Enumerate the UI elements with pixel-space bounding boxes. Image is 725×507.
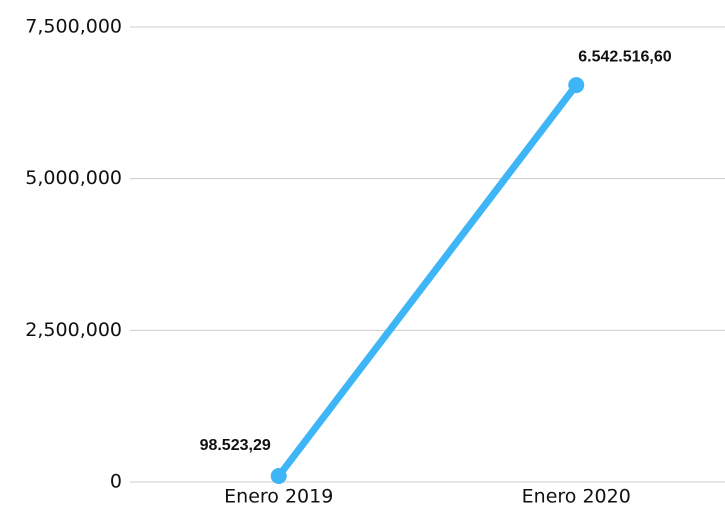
line [275,81,580,480]
x-tick-label: Enero 2019 [224,486,333,507]
value-label: 98.523,29 [200,437,271,454]
y-tick-label: 2,500,000 [25,319,122,341]
y-tick-label: 0 [110,471,122,493]
y-tick-label: 7,500,000 [25,16,122,38]
y-tick-label: 5,000,000 [25,167,122,189]
point [270,468,287,485]
x-tick-label: Enero 2020 [522,486,631,507]
value-label: 6.542.516,60 [578,48,672,65]
point [568,77,585,94]
